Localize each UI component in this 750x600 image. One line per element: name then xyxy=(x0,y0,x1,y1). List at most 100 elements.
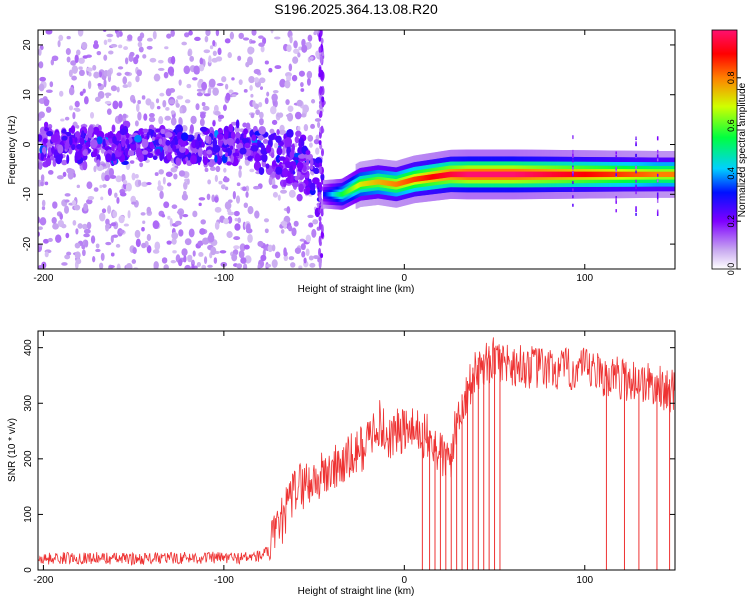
noise-speckle xyxy=(214,174,218,182)
x-tick-label: -200 xyxy=(33,575,53,586)
noise-speckle xyxy=(193,134,198,139)
noise-speckle xyxy=(235,195,241,204)
signal-trace-segment xyxy=(516,171,519,178)
noise-speckle xyxy=(198,202,202,207)
signal-trace-segment xyxy=(655,171,658,177)
signal-trace-segment xyxy=(406,178,409,184)
noise-speckle xyxy=(206,193,211,201)
noise-speckle xyxy=(137,111,142,121)
snr-line-layer xyxy=(38,337,675,570)
noise-blob xyxy=(281,147,286,156)
signal-trace-segment xyxy=(539,171,542,178)
noise-speckle xyxy=(258,42,265,47)
noise-speckle xyxy=(52,223,59,230)
noise-blob xyxy=(64,142,70,150)
noise-blob xyxy=(294,136,300,144)
noise-speckle xyxy=(314,30,319,34)
noise-speckle xyxy=(271,184,278,189)
signal-trace-segment xyxy=(489,171,492,178)
signal-trace-segment xyxy=(490,171,493,178)
noise-speckle xyxy=(201,81,208,91)
noise-speckle xyxy=(247,56,254,66)
noise-speckle xyxy=(307,214,314,219)
signal-trace-segment xyxy=(537,171,540,178)
noise-speckle xyxy=(110,85,118,92)
noise-speckle xyxy=(222,104,227,111)
noise-speckle xyxy=(231,253,238,262)
y-tick-label: 400 xyxy=(23,339,34,356)
colorbar-tick-label: 0.6 xyxy=(726,119,736,132)
noise-speckle xyxy=(181,125,188,132)
signal-trace-segment xyxy=(362,181,365,187)
noise-speckle xyxy=(300,113,307,118)
signal-spike xyxy=(656,211,659,215)
noise-speckle xyxy=(78,66,83,70)
signal-spike xyxy=(572,159,574,163)
noise-speckle xyxy=(98,262,104,269)
transition-streak xyxy=(319,110,323,118)
noise-speckle xyxy=(164,115,172,121)
noise-speckle xyxy=(163,201,170,209)
signal-trace-segment xyxy=(574,171,577,178)
signal-spike xyxy=(572,149,574,153)
signal-trace-segment xyxy=(644,171,647,177)
signal-trace-segment xyxy=(358,182,361,188)
noise-blob xyxy=(85,141,92,147)
signal-trace-segment xyxy=(474,171,477,178)
noise-speckle xyxy=(148,116,156,123)
noise-speckle xyxy=(40,174,45,182)
spectrogram-frame xyxy=(37,29,676,270)
noise-speckle xyxy=(264,228,269,234)
noise-speckle xyxy=(258,77,266,84)
noise-speckle xyxy=(233,236,241,241)
noise-speckle xyxy=(281,220,286,227)
signal-trace-segment xyxy=(333,192,336,197)
noise-speckle xyxy=(317,121,321,128)
signal-trace-segment xyxy=(640,171,643,177)
noise-speckle xyxy=(286,206,291,214)
signal-trace-segment xyxy=(461,171,464,178)
signal-trace-segment xyxy=(402,179,405,186)
signal-trace-segment xyxy=(556,171,559,178)
noise-blob xyxy=(165,139,171,146)
noise-speckle xyxy=(45,30,53,35)
signal-trace-segment xyxy=(343,190,346,196)
signal-trace-segment xyxy=(576,171,579,178)
noise-speckle xyxy=(270,105,277,115)
noise-blob xyxy=(242,138,250,145)
noise-blob xyxy=(224,152,229,158)
colorbar: 0.0 0.2 0.4 0.6 0.8 Normalized spectral ampl… xyxy=(711,29,748,275)
signal-trace-segment xyxy=(639,171,642,177)
noise-blob xyxy=(82,160,88,171)
noise-speckle xyxy=(204,167,209,173)
noise-speckle xyxy=(287,105,294,113)
noise-blob xyxy=(158,138,163,145)
noise-speckle xyxy=(286,44,292,53)
signal-trace-segment xyxy=(651,171,654,177)
noise-speckle xyxy=(268,176,273,186)
signal-trace-segment xyxy=(643,171,646,177)
signal-trace-segment xyxy=(604,171,607,178)
noise-speckle xyxy=(203,49,211,54)
noise-speckle xyxy=(172,250,177,254)
signal-trace-segment xyxy=(536,171,539,178)
noise-speckle xyxy=(312,255,320,260)
signal-trace-segment xyxy=(415,176,418,182)
spectrogram-x-ticks: -200 -100 0 100 xyxy=(33,30,594,284)
noise-speckle xyxy=(134,229,141,239)
y-tick-label: 0 xyxy=(23,567,34,573)
noise-speckle xyxy=(168,99,175,105)
transition-streak xyxy=(320,231,324,239)
signal-trace-segment xyxy=(487,171,490,178)
noise-speckle xyxy=(217,114,225,120)
signal-trace-segment xyxy=(534,171,537,178)
noise-blob xyxy=(251,134,257,142)
noise-speckle xyxy=(103,54,108,61)
signal-trace-segment xyxy=(554,171,557,178)
noise-speckle xyxy=(76,49,81,56)
signal-trace-segment xyxy=(475,171,478,178)
noise-speckle xyxy=(267,244,273,253)
signal-trace-segment xyxy=(597,171,600,178)
signal-trace-segment xyxy=(579,171,582,178)
noise-blob xyxy=(66,154,70,165)
